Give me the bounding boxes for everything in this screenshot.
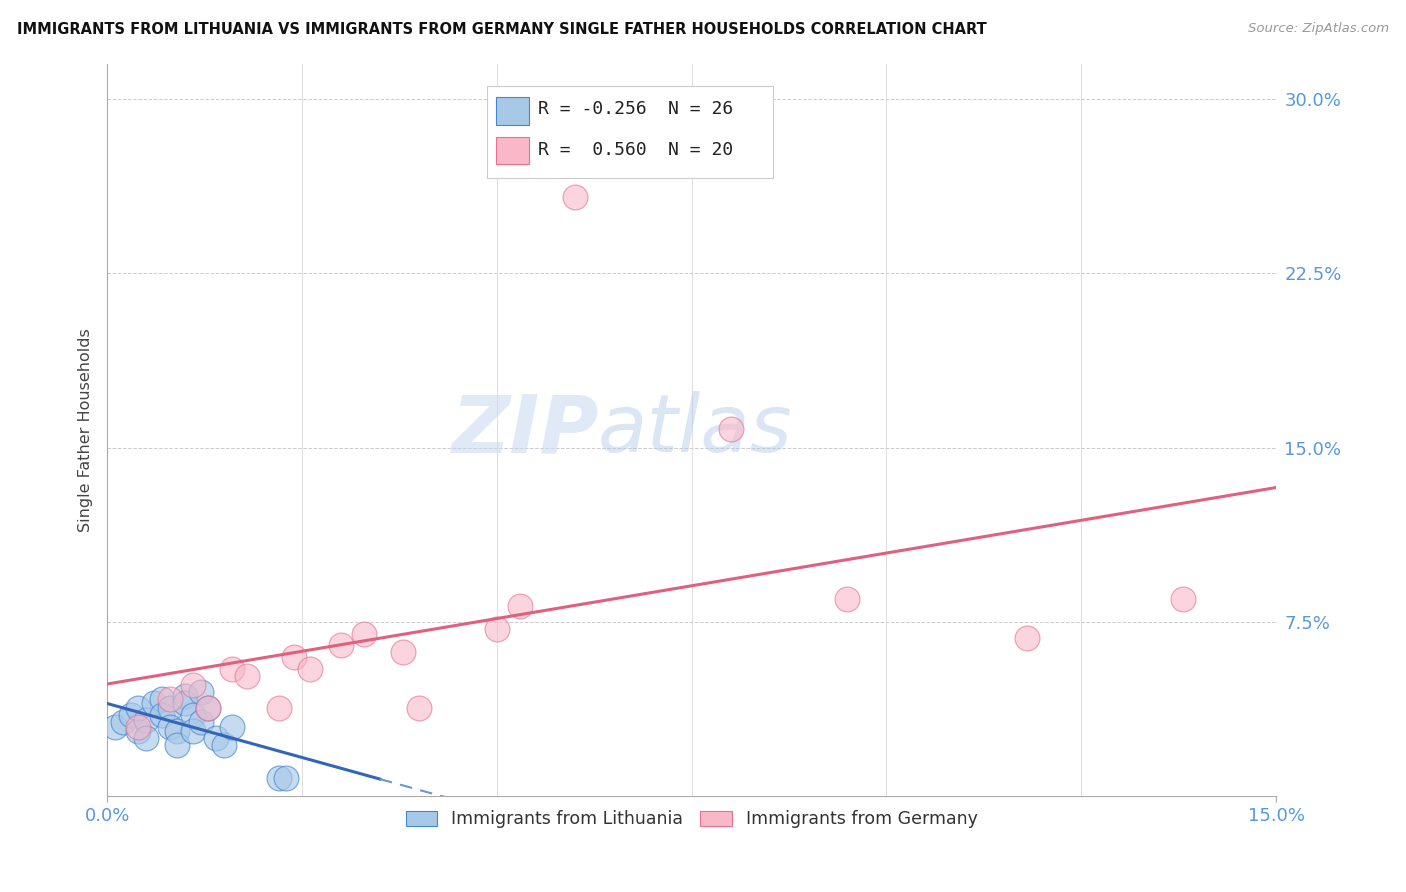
Point — [181, 708, 204, 723]
Point — [276, 771, 298, 785]
Text: ZIP: ZIP — [451, 392, 598, 469]
Point — [181, 678, 204, 692]
Point — [720, 422, 742, 436]
Point — [135, 713, 157, 727]
Point — [104, 720, 127, 734]
Point — [166, 739, 188, 753]
Point — [190, 714, 212, 729]
Point — [150, 691, 173, 706]
Point — [221, 662, 243, 676]
Point — [283, 649, 305, 664]
Point — [267, 771, 290, 785]
Point — [236, 668, 259, 682]
Point — [564, 189, 586, 203]
FancyBboxPatch shape — [486, 86, 773, 178]
Point — [298, 662, 321, 676]
Text: N = 26: N = 26 — [668, 101, 734, 119]
Point — [135, 731, 157, 746]
Point — [120, 708, 142, 723]
Point — [190, 685, 212, 699]
Point — [150, 708, 173, 723]
Point — [197, 701, 219, 715]
Point — [837, 591, 859, 606]
Bar — [496, 136, 529, 164]
Point — [1015, 632, 1038, 646]
Legend: Immigrants from Lithuania, Immigrants from Germany: Immigrants from Lithuania, Immigrants fr… — [399, 804, 984, 836]
Text: atlas: atlas — [598, 392, 793, 469]
Text: IMMIGRANTS FROM LITHUANIA VS IMMIGRANTS FROM GERMANY SINGLE FATHER HOUSEHOLDS CO: IMMIGRANTS FROM LITHUANIA VS IMMIGRANTS … — [17, 22, 987, 37]
Point — [181, 724, 204, 739]
Point — [159, 701, 181, 715]
Point — [159, 720, 181, 734]
Text: Source: ZipAtlas.com: Source: ZipAtlas.com — [1249, 22, 1389, 36]
Point — [267, 701, 290, 715]
Point — [485, 622, 508, 636]
Y-axis label: Single Father Households: Single Father Households — [79, 328, 93, 533]
Point — [127, 720, 149, 734]
Point — [353, 626, 375, 640]
Point — [212, 739, 235, 753]
Point — [197, 701, 219, 715]
Point — [142, 697, 165, 711]
Text: N = 20: N = 20 — [668, 142, 734, 160]
Text: R = -0.256: R = -0.256 — [538, 101, 647, 119]
Point — [127, 724, 149, 739]
Point — [221, 720, 243, 734]
Point — [509, 599, 531, 613]
Point — [329, 638, 352, 652]
Point — [127, 701, 149, 715]
Point — [166, 724, 188, 739]
Point — [392, 645, 415, 659]
Point — [159, 691, 181, 706]
Text: R =  0.560: R = 0.560 — [538, 142, 647, 160]
Point — [1171, 591, 1194, 606]
Point — [174, 690, 197, 704]
Point — [174, 697, 197, 711]
Point — [408, 701, 430, 715]
Point — [205, 731, 228, 746]
Point — [111, 714, 134, 729]
Bar — [496, 97, 529, 125]
